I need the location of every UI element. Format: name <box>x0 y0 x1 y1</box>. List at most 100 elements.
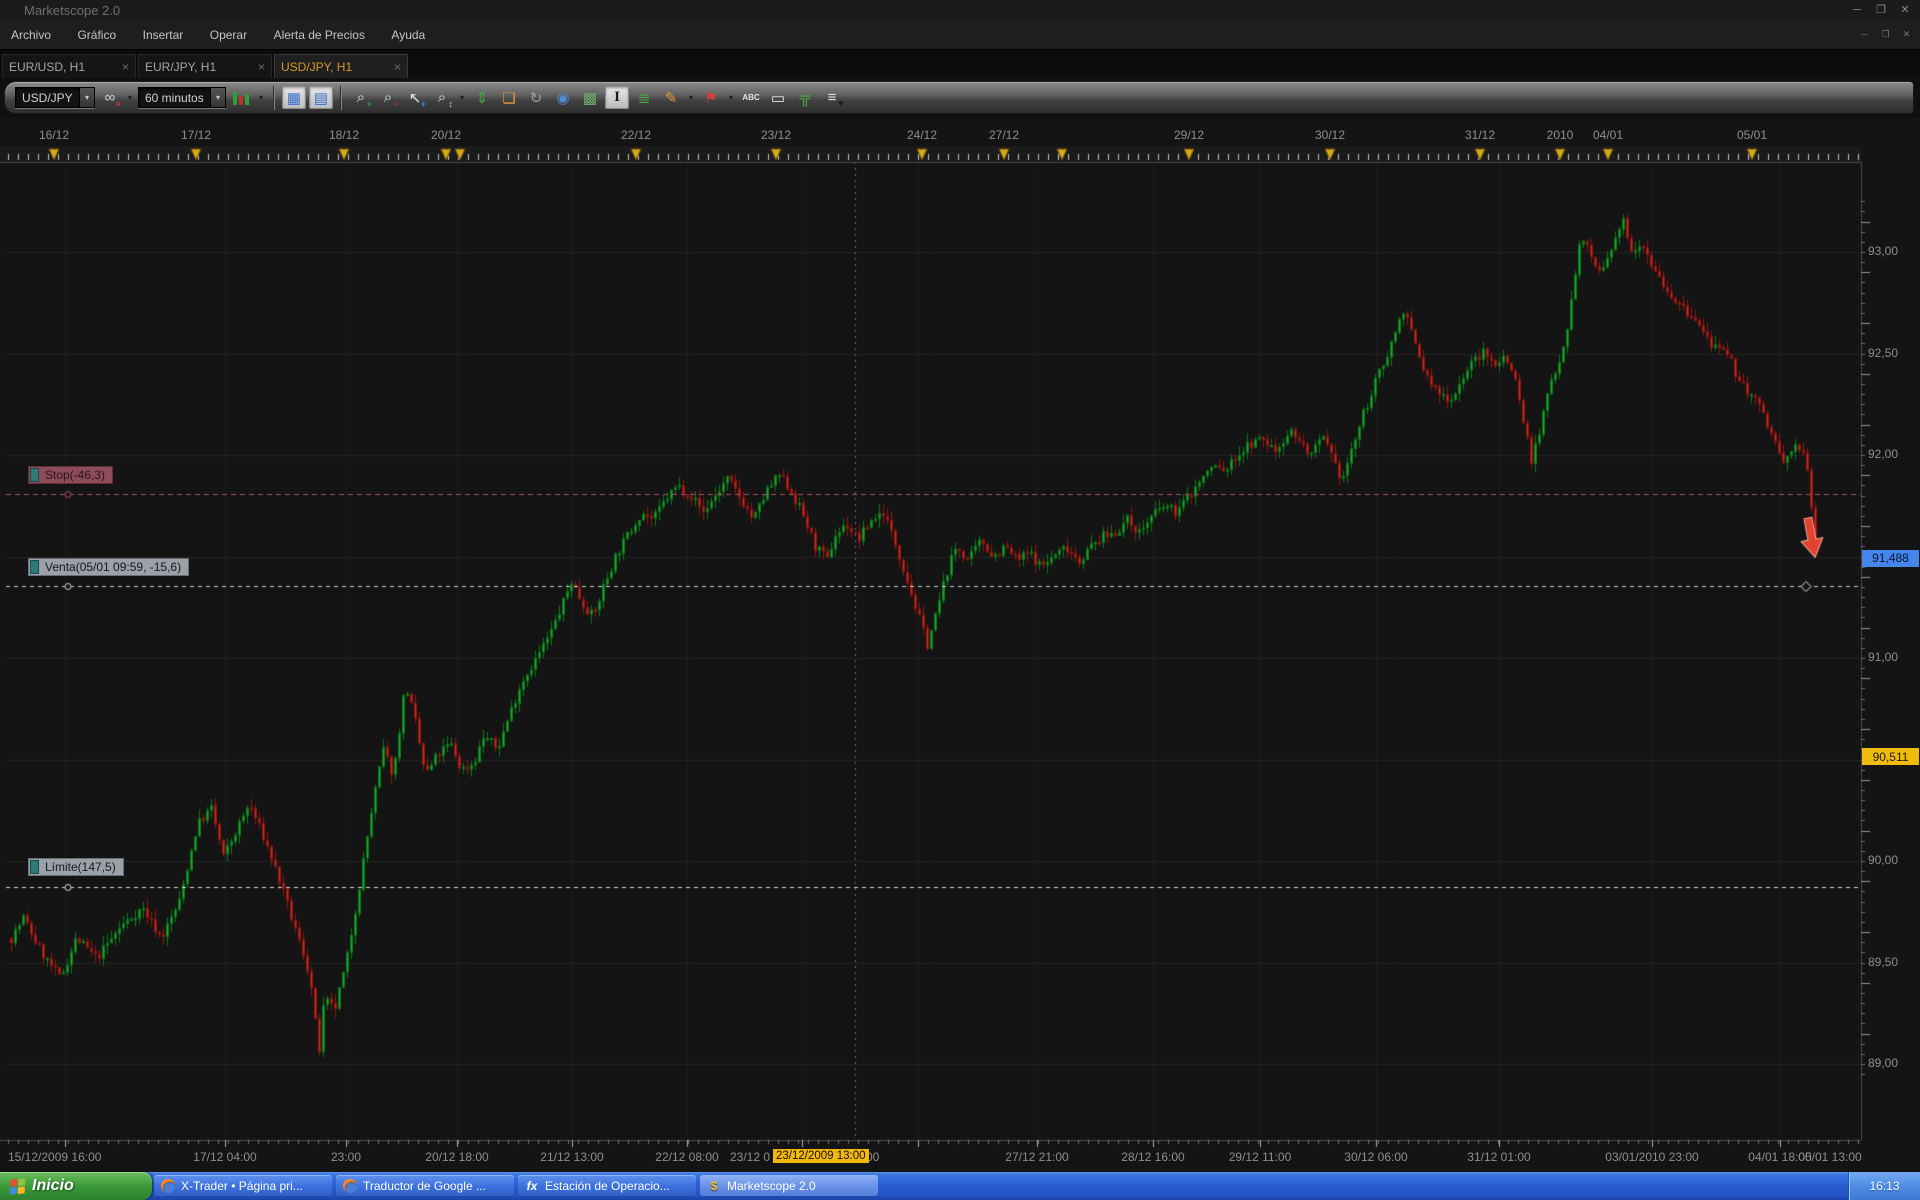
y-axis-price-label: 89,50 <box>1868 954 1899 969</box>
x-axis-bottom-label: 31/12 01:00 <box>1467 1150 1531 1164</box>
y-axis-price-label: 92,00 <box>1868 447 1899 461</box>
toolbar-separator <box>340 85 342 110</box>
menu-alerta-precios[interactable]: Alerta de Precios <box>273 28 365 42</box>
chevron-down-icon[interactable]: ▾ <box>459 93 464 102</box>
note-icon[interactable]: ❏ <box>497 86 521 109</box>
stop-order-label[interactable]: Stop(-46,3) <box>28 466 114 484</box>
y-axis-price-label: 90,00 <box>1868 853 1899 867</box>
taskbar-button-label: Marketscope 2.0 <box>727 1179 816 1193</box>
menu-insertar[interactable]: Insertar <box>142 28 184 42</box>
marker-icon-glyph: ⚑ <box>704 89 718 107</box>
y-axis-price-label: 92,50 <box>1868 345 1899 360</box>
layout-list-icon-glyph: ▤ <box>313 89 329 107</box>
chevron-down-icon[interactable]: ▾ <box>688 93 693 102</box>
x-axis-bottom-label: 20/12 18:00 <box>425 1150 489 1164</box>
order-chip-icon <box>30 560 39 574</box>
marker-icon[interactable]: ⚑ <box>699 86 723 109</box>
x-axis-bottom-label: 03/01/2010 23:00 <box>1605 1150 1699 1164</box>
mdi-minimize-icon[interactable]: ─ <box>1861 29 1868 39</box>
candlestick-chart[interactable] <box>0 118 1920 1172</box>
x-axis-bottom-label: 17/12 04:00 <box>193 1150 257 1164</box>
image-icon-glyph: ▩ <box>582 89 598 107</box>
taskbar-button-label: Estación de Operacio... <box>545 1179 670 1193</box>
tab-close-icon[interactable]: × <box>121 59 129 74</box>
vertical-zoom-icon[interactable]: ⌕ ↕ <box>430 86 454 109</box>
start-button[interactable]: Inicio <box>0 1172 152 1200</box>
tab-label: EUR/JPY, H1 <box>145 59 217 74</box>
pointer-zoom-icon[interactable]: ↖ + <box>403 86 427 110</box>
layout-list-icon[interactable]: ▤ <box>309 86 333 109</box>
zoom-in-icon-glyph: ⌕ <box>356 89 366 106</box>
zoom-out-icon[interactable]: ⌕ − <box>376 86 400 109</box>
taskbar-button-1[interactable]: X-Trader • Página pri... <box>154 1175 332 1197</box>
restore-icon[interactable]: ❐ <box>1876 4 1886 16</box>
fit-vertical-icon[interactable]: ⇕ <box>470 86 494 109</box>
tab-close-icon[interactable]: × <box>257 59 265 74</box>
tab-usdjpy-h1[interactable]: USD/JPY, H1 × <box>274 54 408 78</box>
image-icon[interactable]: ▩ <box>578 86 602 109</box>
tab-eurusd-h1[interactable]: EUR/USD, H1 × <box>2 54 136 78</box>
find-text-icon[interactable]: ABC <box>739 86 763 109</box>
menu-grafico[interactable]: Gráfico <box>77 28 117 42</box>
chevron-down-icon[interactable]: ▾ <box>258 93 263 102</box>
zoom-out-icon-glyph: ⌕ <box>383 89 393 106</box>
limit-order-label[interactable]: Límite(147,5) <box>28 858 124 876</box>
sell-order-label[interactable]: Venta(05/01 09:59, -15,6) <box>28 558 190 576</box>
more-icon[interactable]: ≡ ▾ <box>820 86 844 109</box>
time-cursor-label: 23/12/2009 13:00 <box>773 1149 869 1163</box>
close-icon[interactable]: ✕ <box>1900 4 1910 16</box>
x-axis-bottom-label: 27/12 21:00 <box>1005 1150 1069 1164</box>
minimize-icon[interactable]: ─ <box>1853 4 1861 16</box>
unlink-icon[interactable]: ∞ × <box>98 86 122 109</box>
hierarchy-icon[interactable]: ╦ <box>793 86 817 109</box>
chevron-down-icon[interactable]: ▾ <box>210 88 225 107</box>
refresh-icon-glyph: ↻ <box>529 89 543 107</box>
menu-ayuda[interactable]: Ayuda <box>391 28 426 42</box>
mdi-close-icon[interactable]: ✕ <box>1902 29 1911 39</box>
x-axis-bottom-label: 23/12 0 <box>729 1150 771 1164</box>
tab-close-icon[interactable]: × <box>393 59 401 74</box>
mdi-restore-icon[interactable]: ❐ <box>1881 29 1890 39</box>
zoom-in-icon[interactable]: ⌕ + <box>349 86 373 109</box>
x-axis-bottom-label: 22/12 08:00 <box>655 1150 719 1164</box>
y-axis-price-label: 91,00 <box>1868 650 1899 664</box>
eraser-icon[interactable]: ▭ <box>766 86 790 109</box>
layout-grid-icon[interactable]: ▦ <box>282 86 306 109</box>
indicator-list-icon[interactable]: ≣ <box>632 86 656 109</box>
x-axis-bottom-label: 05/01 13:00 <box>1798 1150 1862 1164</box>
dollar-icon: $ <box>710 1179 718 1193</box>
unlink-icon-glyph: ∞ <box>104 89 116 106</box>
indicator-list-icon-glyph: ≣ <box>637 89 651 107</box>
menu-bar: Archivo Gráfico Insertar Operar Alerta d… <box>0 22 1920 50</box>
pencil-icon[interactable]: ✎ <box>659 86 683 109</box>
taskbar-button-3[interactable]: fx Estación de Operacio... <box>518 1175 696 1197</box>
symbol-select[interactable]: USD/JPY ▾ <box>15 87 95 108</box>
taskbar-button-2[interactable]: Traductor de Google ... <box>336 1175 514 1197</box>
interval-select-value: 60 minutos <box>145 90 204 105</box>
tab-eurjpy-h1[interactable]: EUR/JPY, H1 × <box>138 54 272 78</box>
system-tray[interactable]: 16:13 <box>1848 1172 1920 1200</box>
x-axis-top-label: 17/12 <box>180 128 212 142</box>
zoom-in-icon-overlay: + <box>366 99 372 109</box>
title-bar[interactable]: Marketscope 2.0 ─ ❐ ✕ <box>0 0 1920 22</box>
menu-operar[interactable]: Operar <box>209 28 248 42</box>
x-axis-top-label: 05/01 <box>1736 128 1768 142</box>
globe-icon[interactable]: ◉ <box>551 86 575 109</box>
chevron-down-icon[interactable]: ▾ <box>79 88 94 107</box>
refresh-icon[interactable]: ↻ <box>524 86 548 109</box>
chevron-down-icon[interactable]: ▾ <box>127 93 132 102</box>
chevron-down-icon[interactable]: ▾ <box>728 93 733 102</box>
chart-tab-bar: EUR/USD, H1 × EUR/JPY, H1 × USD/JPY, H1 … <box>0 50 1920 78</box>
text-tool-icon[interactable]: I <box>605 86 629 109</box>
taskbar-button-4[interactable]: $ Marketscope 2.0 <box>700 1175 878 1197</box>
chart-type-icon[interactable] <box>229 86 253 109</box>
interval-select[interactable]: 60 minutos ▾ <box>138 87 226 108</box>
symbol-select-value: USD/JPY <box>22 90 73 105</box>
order-chip-icon <box>30 860 39 874</box>
zoom-out-icon-overlay: − <box>393 99 399 109</box>
toolbar-separator <box>273 85 275 110</box>
menu-archivo[interactable]: Archivo <box>11 28 52 42</box>
start-label: Inicio <box>32 1177 74 1194</box>
x-axis-top-label: 20/12 <box>430 128 462 142</box>
pointer-zoom-icon-overlay: + <box>420 99 426 109</box>
